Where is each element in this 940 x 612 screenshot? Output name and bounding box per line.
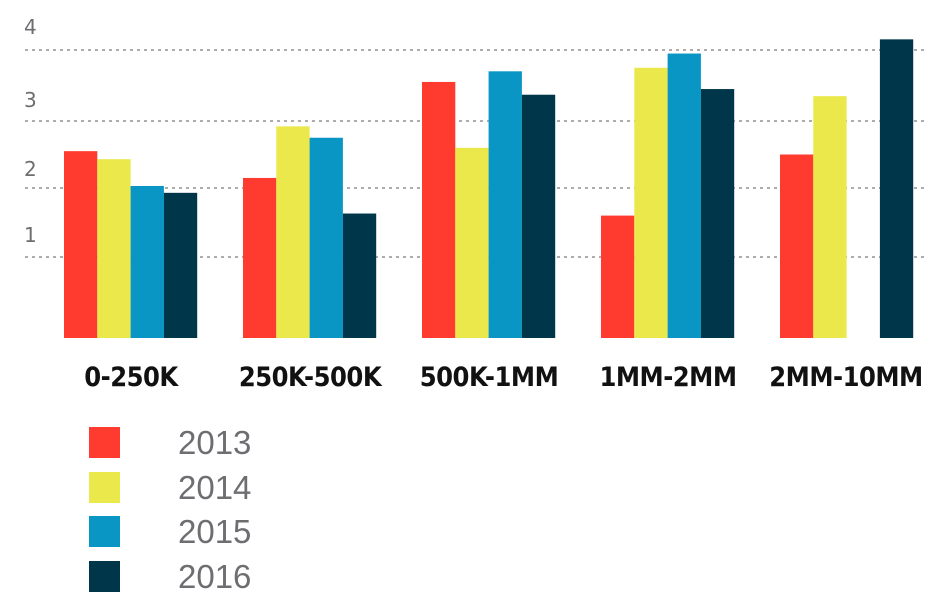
legend-swatch [89,516,120,547]
bar-2013-2MM-10MM [780,154,814,338]
bar-2013-0-250K [64,151,98,338]
bar-2015-500K-1MM [488,71,522,339]
bar-2015-1MM-2MM [667,53,701,339]
bar-2013-500K-1MM [422,81,456,338]
bar-2014-1MM-2MM [634,67,668,338]
bar-2014-250K-500K [276,126,310,338]
bar-2015-0-250K [130,185,164,338]
legend-swatch [89,427,120,458]
bar-2014-500K-1MM [455,147,489,338]
bar-2016-0-250K [163,192,198,338]
bar-2016-250K-500K [342,213,377,338]
y-tick-label: 2 [24,157,37,181]
legend-label: 2016 [178,558,251,595]
legend-swatch [89,472,120,503]
bars [64,39,914,339]
y-tick-label: 1 [24,223,37,247]
legend-label: 2015 [178,513,251,550]
bar-2016-500K-1MM [521,94,556,338]
y-axis-ticks: 1 2 3 4 [24,15,37,247]
legend: 2013 2014 2015 2016 [89,424,251,595]
legend-label: 2013 [178,424,251,461]
bar-2015-250K-500K [309,137,343,338]
category-label: 2MM-10MM [769,362,923,393]
legend-item-2016: 2016 [89,558,251,595]
category-label: 250K-500K [239,362,383,393]
bar-2014-2MM-10MM [813,96,847,339]
category-label: 0-250K [84,362,179,393]
bar-2013-250K-500K [243,177,277,338]
y-tick-label: 4 [24,15,37,39]
legend-swatch [89,561,120,592]
legend-item-2013: 2013 [89,424,251,461]
bar-2016-2MM-10MM [879,39,914,338]
y-tick-label: 3 [24,88,37,112]
category-label: 1MM-2MM [599,362,736,393]
bar-2014-0-250K [97,159,131,338]
category-label: 500K-1MM [420,362,559,393]
legend-item-2015: 2015 [89,513,251,550]
bar-2016-1MM-2MM [700,89,735,338]
category-labels: 0-250K 250K-500K 500K-1MM 1MM-2MM 2MM-10MM [84,362,923,393]
legend-item-2014: 2014 [89,469,251,506]
legend-label: 2014 [178,469,251,506]
bar-2013-1MM-2MM [601,215,635,338]
